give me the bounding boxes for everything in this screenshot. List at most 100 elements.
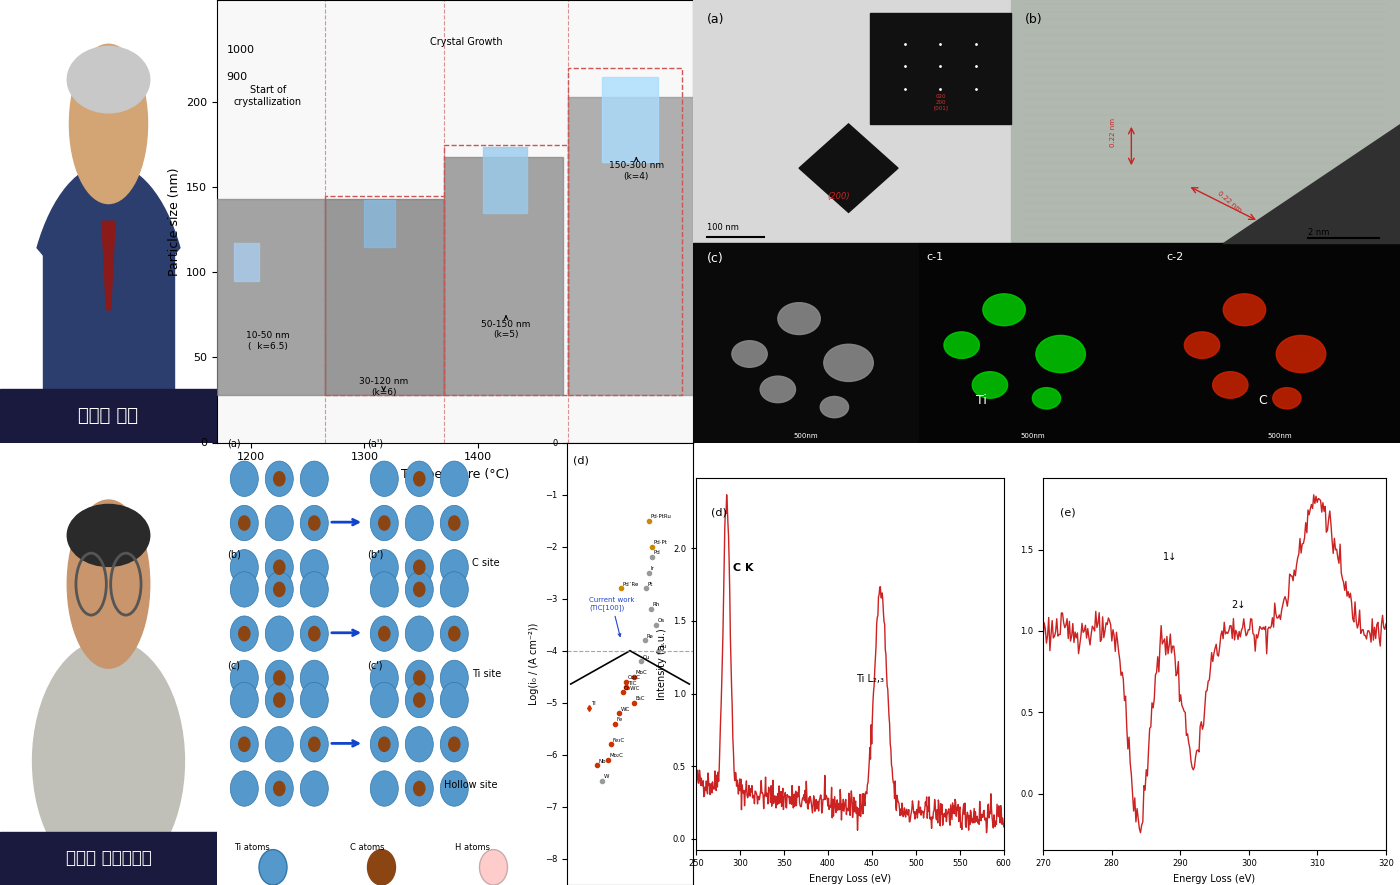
Circle shape	[230, 550, 258, 585]
Text: Re: Re	[647, 634, 654, 639]
Circle shape	[266, 682, 294, 718]
Polygon shape	[102, 221, 115, 310]
Circle shape	[300, 682, 328, 718]
Circle shape	[308, 627, 319, 641]
Circle shape	[266, 727, 294, 762]
Text: (200): (200)	[827, 192, 850, 201]
Circle shape	[273, 582, 286, 596]
Circle shape	[67, 500, 150, 668]
Bar	[0, 832, 217, 885]
Circle shape	[448, 627, 459, 641]
Ellipse shape	[983, 294, 1025, 326]
Text: (c): (c)	[707, 252, 724, 266]
Text: Ti atoms: Ti atoms	[235, 843, 270, 851]
Text: C K: C K	[732, 563, 753, 573]
Circle shape	[440, 660, 468, 696]
Circle shape	[266, 660, 294, 696]
Bar	[483, 147, 526, 212]
Circle shape	[370, 550, 398, 585]
Circle shape	[300, 572, 328, 607]
Circle shape	[300, 727, 328, 762]
Text: B₄C: B₄C	[636, 696, 644, 701]
Bar	[869, 13, 1011, 124]
Text: Mo₂C: Mo₂C	[609, 753, 623, 758]
Text: Fe: Fe	[616, 717, 623, 722]
Circle shape	[266, 616, 294, 651]
Bar	[693, 243, 920, 442]
Circle shape	[406, 550, 433, 585]
Polygon shape	[1224, 124, 1400, 243]
Bar	[444, 144, 568, 395]
Circle shape	[266, 461, 294, 496]
Text: 0.22 nm: 0.22 nm	[1217, 190, 1242, 213]
Text: Pt: Pt	[648, 581, 654, 587]
Text: 정경진 박사과정생: 정경진 박사과정생	[66, 850, 151, 867]
Text: 이종현 교수: 이종현 교수	[78, 407, 139, 425]
Text: H atoms: H atoms	[455, 843, 490, 851]
Text: 2↓: 2↓	[1232, 600, 1246, 610]
Circle shape	[70, 44, 147, 204]
Text: 1↓: 1↓	[1163, 551, 1177, 562]
Circle shape	[406, 727, 433, 762]
Ellipse shape	[778, 303, 820, 335]
Circle shape	[230, 572, 258, 607]
Circle shape	[273, 693, 286, 707]
Bar	[234, 243, 259, 281]
Text: (b): (b)	[227, 550, 241, 559]
Circle shape	[273, 671, 286, 685]
Ellipse shape	[1273, 388, 1301, 409]
Text: Ir: Ir	[650, 566, 654, 571]
Circle shape	[406, 682, 433, 718]
Circle shape	[440, 616, 468, 651]
X-axis label: Temperature (°C): Temperature (°C)	[400, 468, 510, 481]
Circle shape	[448, 737, 459, 751]
Circle shape	[230, 461, 258, 496]
Circle shape	[238, 627, 249, 641]
Text: Pd´Re: Pd´Re	[623, 581, 638, 587]
Circle shape	[266, 550, 294, 585]
Polygon shape	[799, 124, 897, 212]
Bar	[1011, 0, 1400, 243]
Ellipse shape	[1184, 332, 1219, 358]
Circle shape	[440, 771, 468, 806]
Bar	[444, 157, 563, 395]
Circle shape	[308, 516, 319, 530]
Circle shape	[370, 505, 398, 541]
Text: (b): (b)	[1025, 13, 1043, 27]
Circle shape	[230, 682, 258, 718]
Circle shape	[300, 505, 328, 541]
Circle shape	[273, 472, 286, 486]
Bar	[568, 97, 727, 395]
Text: MoC: MoC	[636, 670, 647, 675]
Circle shape	[300, 461, 328, 496]
Ellipse shape	[820, 396, 848, 418]
Text: TiC: TiC	[627, 681, 636, 686]
Bar	[0, 389, 217, 442]
Ellipse shape	[67, 47, 150, 113]
Text: (c): (c)	[227, 660, 241, 670]
Text: Pd: Pd	[654, 550, 661, 556]
Circle shape	[440, 727, 468, 762]
Text: 100 nm: 100 nm	[707, 223, 739, 232]
Text: Cu: Cu	[643, 655, 650, 659]
Circle shape	[259, 850, 287, 885]
Text: 900: 900	[227, 72, 248, 81]
Circle shape	[370, 727, 398, 762]
Bar	[43, 252, 174, 407]
Text: (a): (a)	[227, 439, 241, 449]
Text: C site: C site	[473, 558, 500, 568]
Circle shape	[230, 727, 258, 762]
Circle shape	[440, 682, 468, 718]
Ellipse shape	[67, 504, 150, 566]
Circle shape	[230, 505, 258, 541]
Text: Au: Au	[659, 644, 666, 649]
Circle shape	[406, 505, 433, 541]
Circle shape	[370, 572, 398, 607]
Ellipse shape	[823, 344, 874, 381]
Circle shape	[378, 737, 389, 751]
Text: Co₂C: Co₂C	[627, 675, 641, 681]
Circle shape	[300, 550, 328, 585]
Text: (b'): (b')	[367, 550, 384, 559]
Text: C atoms: C atoms	[350, 843, 385, 851]
Circle shape	[440, 505, 468, 541]
